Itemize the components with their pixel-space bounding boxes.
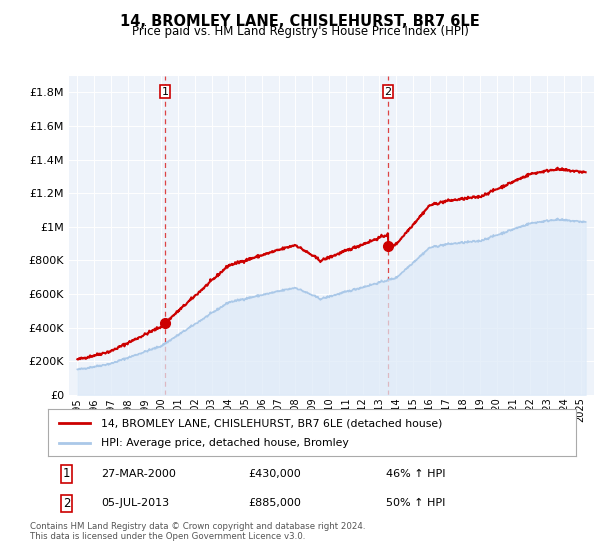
Text: 1: 1 (162, 87, 169, 97)
Text: 50% ↑ HPI: 50% ↑ HPI (386, 498, 445, 508)
Text: 2: 2 (384, 87, 391, 97)
Text: HPI: Average price, detached house, Bromley: HPI: Average price, detached house, Brom… (101, 438, 349, 448)
Text: £885,000: £885,000 (248, 498, 302, 508)
Text: 14, BROMLEY LANE, CHISLEHURST, BR7 6LE (detached house): 14, BROMLEY LANE, CHISLEHURST, BR7 6LE (… (101, 418, 442, 428)
Text: 14, BROMLEY LANE, CHISLEHURST, BR7 6LE: 14, BROMLEY LANE, CHISLEHURST, BR7 6LE (120, 14, 480, 29)
Text: 27-MAR-2000: 27-MAR-2000 (101, 469, 176, 479)
Text: 46% ↑ HPI: 46% ↑ HPI (386, 469, 445, 479)
Text: 2: 2 (63, 497, 70, 510)
Text: £430,000: £430,000 (248, 469, 301, 479)
Text: 05-JUL-2013: 05-JUL-2013 (101, 498, 169, 508)
Text: Contains HM Land Registry data © Crown copyright and database right 2024.
This d: Contains HM Land Registry data © Crown c… (30, 522, 365, 542)
Text: 1: 1 (63, 468, 70, 480)
Text: Price paid vs. HM Land Registry's House Price Index (HPI): Price paid vs. HM Land Registry's House … (131, 25, 469, 38)
